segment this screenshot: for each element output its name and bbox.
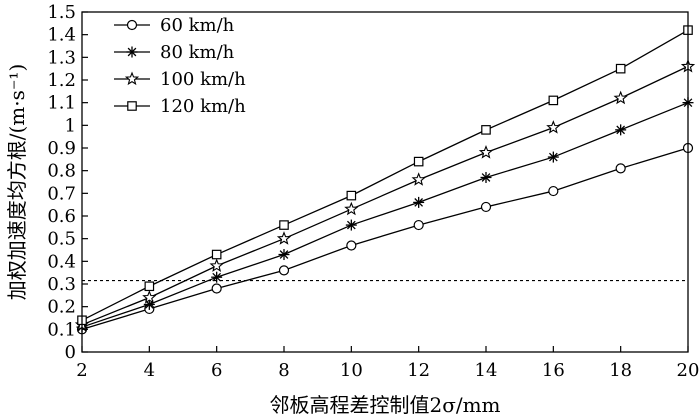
y-tick-label: 0.2 (47, 297, 76, 318)
data-point (278, 249, 290, 261)
x-tick-label: 4 (144, 360, 155, 381)
data-point (548, 185, 559, 197)
data-point (613, 90, 628, 105)
y-tick-label: 0 (65, 342, 76, 363)
data-point (480, 201, 492, 213)
data-point (127, 101, 137, 111)
x-tick-label: 8 (278, 360, 289, 381)
y-tick-label: 1.4 (47, 25, 76, 46)
legend-label: 100 km/h (160, 69, 246, 90)
y-tick-label: 0.8 (47, 161, 76, 182)
legend-label: 120 km/h (160, 96, 246, 117)
y-tick-label: 1 (65, 115, 76, 136)
y-axis-label: 加权加速度均方根/(m·s⁻¹) (5, 64, 29, 301)
legend: 60 km/h 80 km/h 100 km/h 120 km/h (114, 15, 246, 117)
data-point (615, 63, 626, 74)
data-point (124, 71, 140, 86)
data-point (211, 271, 223, 283)
y-tick-label: 0.6 (47, 206, 76, 227)
legend-entry: 120 km/h (114, 96, 246, 117)
data-point (411, 172, 426, 186)
data-point (548, 95, 559, 106)
series-1 (76, 97, 694, 333)
data-point (126, 19, 138, 31)
x-axis-label: 邻板高程差控制值2σ/mm (269, 393, 500, 417)
y-tick-label: 0.9 (47, 138, 76, 159)
legend-label: 60 km/h (160, 15, 235, 36)
y-tick-label: 0.4 (47, 251, 76, 272)
y-tick-label: 0.5 (47, 229, 76, 250)
data-point (615, 163, 626, 174)
y-tick-label: 1.2 (47, 70, 76, 91)
data-point (345, 219, 357, 231)
data-point (546, 120, 561, 134)
series-line (81, 29, 689, 321)
y-tick-label: 1.1 (47, 93, 76, 114)
x-tick-label: 10 (340, 360, 363, 381)
x-tick-label: 12 (407, 360, 430, 381)
x-tick-label: 18 (609, 360, 632, 381)
data-point (209, 258, 224, 272)
y-tick-label: 0.7 (47, 183, 76, 204)
data-point (346, 190, 357, 201)
x-tick-label: 2 (76, 360, 87, 381)
x-tick-label: 16 (542, 360, 565, 381)
data-point (413, 156, 424, 167)
data-point (211, 249, 222, 260)
x-tick-label: 6 (211, 360, 222, 381)
data-point (144, 281, 155, 292)
data-point (344, 201, 359, 216)
data-point (211, 283, 222, 294)
series-line (81, 102, 689, 328)
series-0 (76, 142, 694, 335)
data-point (413, 219, 424, 231)
y-tick-label: 1.5 (47, 2, 76, 23)
x-tick-label: 14 (475, 360, 498, 381)
data-point (142, 290, 157, 304)
data-point (279, 220, 289, 230)
x-tick-label: 20 (677, 360, 700, 381)
data-point (346, 240, 357, 251)
series-line (81, 65, 689, 326)
data-point (126, 46, 138, 58)
data-point (547, 151, 559, 163)
legend-entry: 80 km/h (114, 42, 235, 63)
series-line (81, 147, 689, 330)
axes-layer: 2 4 6 8 10 12 14 16 18 2000.10.20.30.40.50.60.70.… (5, 2, 699, 417)
legend-entry: 60 km/h (114, 15, 235, 36)
legend-entry: 100 km/h (114, 69, 246, 90)
legend-label: 80 km/h (160, 42, 235, 63)
y-tick-label: 0.1 (47, 319, 76, 340)
data-point (615, 124, 627, 136)
plot-frame (81, 11, 689, 353)
data-point (480, 171, 492, 183)
y-tick-label: 0.3 (47, 274, 76, 295)
y-tick-label: 1.3 (47, 47, 76, 68)
data-point (478, 145, 494, 159)
data-point (481, 125, 491, 135)
data-point (276, 231, 292, 245)
data-point (413, 196, 425, 208)
data-point (278, 265, 290, 276)
